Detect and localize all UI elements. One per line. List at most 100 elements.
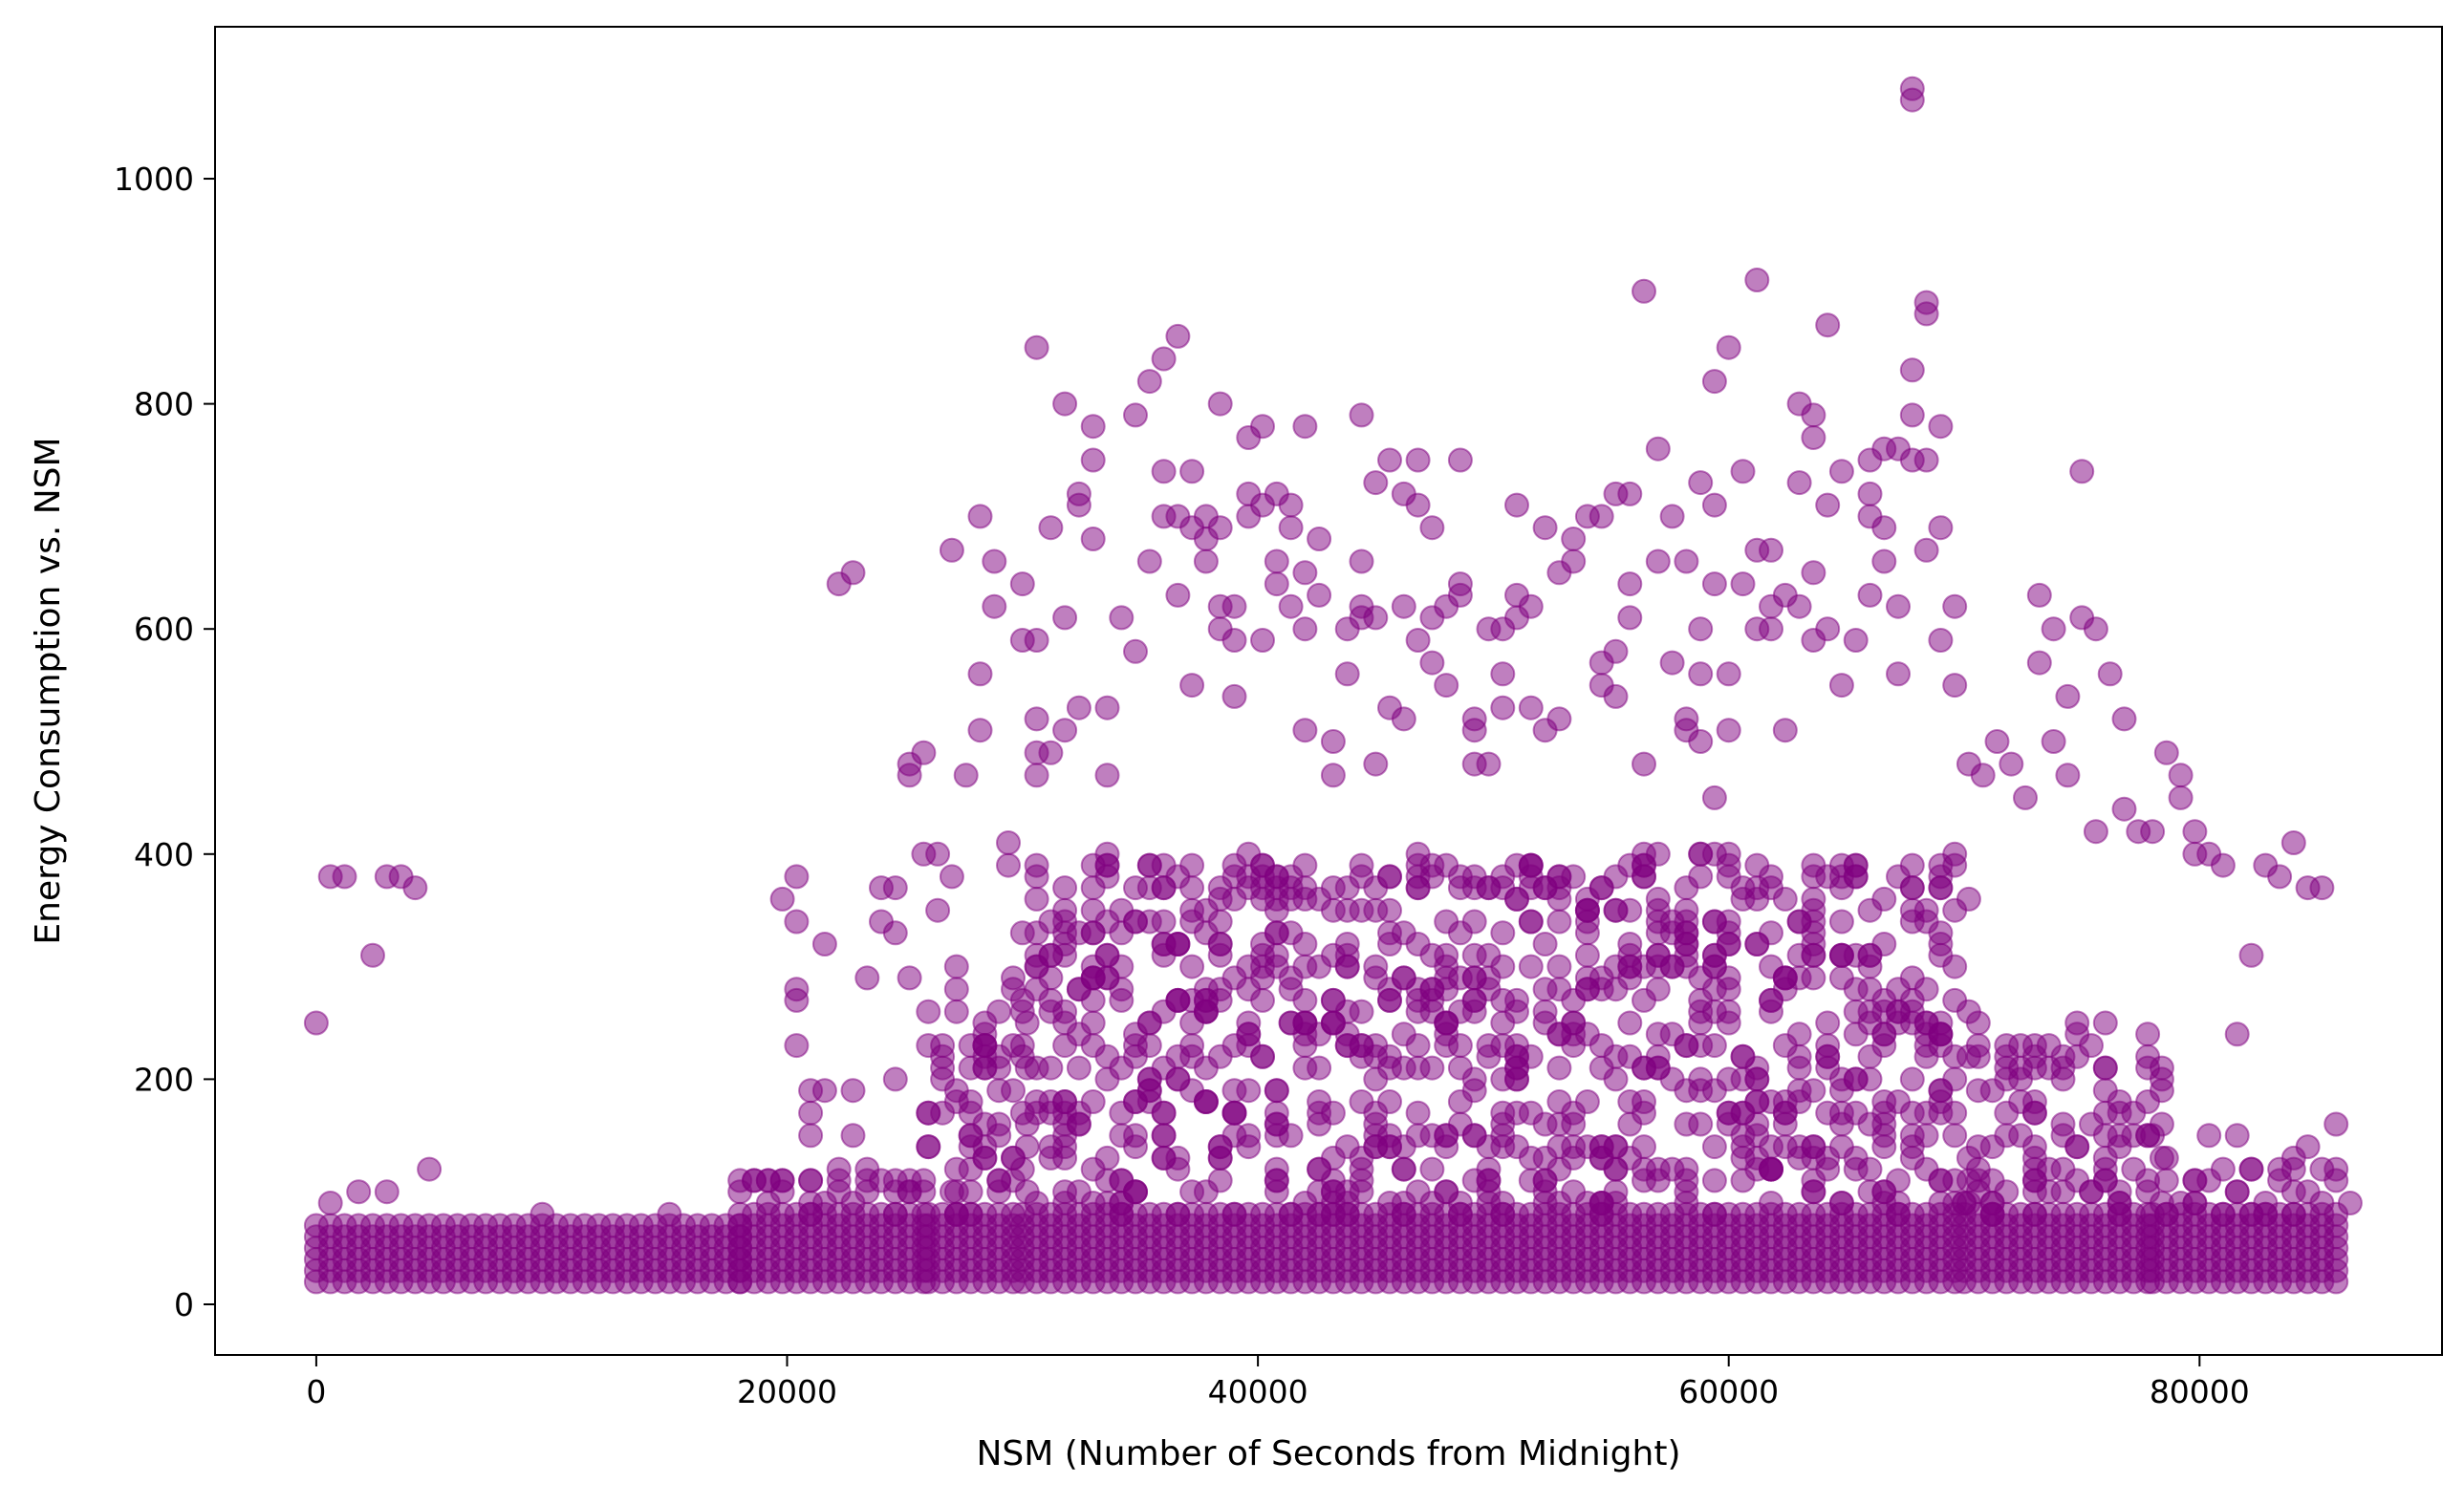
data-point	[1504, 1033, 1529, 1059]
data-point	[1207, 515, 1233, 541]
y-axis-label: Energy Consumption vs. NSM	[29, 437, 68, 944]
data-point	[1136, 369, 1162, 395]
data-point	[1461, 1078, 1487, 1104]
x-tick-label: 20000	[737, 1373, 837, 1410]
data-point	[1518, 1145, 1544, 1171]
data-point	[1109, 954, 1135, 979]
data-point	[1476, 1179, 1502, 1205]
data-point	[2050, 1111, 2076, 1137]
data-point	[1207, 1168, 1233, 1193]
data-point	[784, 987, 810, 1013]
data-point	[1532, 515, 1558, 541]
data-point	[1490, 695, 1516, 720]
data-point	[1701, 1033, 1727, 1059]
data-point	[1815, 616, 1841, 642]
data-point	[1038, 740, 1064, 765]
data-point	[798, 1123, 824, 1149]
data-point	[1645, 436, 1671, 462]
data-point	[1716, 909, 1741, 935]
data-point	[1405, 628, 1431, 653]
data-point	[530, 1201, 555, 1227]
data-point	[1688, 661, 1714, 687]
data-point	[1278, 492, 1304, 518]
data-point	[2064, 1134, 2090, 1160]
data-point	[1080, 1010, 1106, 1036]
data-point	[1363, 751, 1389, 777]
data-point	[1405, 1100, 1431, 1126]
data-point	[1221, 628, 1247, 653]
data-point	[1828, 909, 1854, 935]
data-point	[1292, 852, 1318, 878]
data-point	[882, 920, 908, 946]
data-point	[1801, 942, 1826, 968]
data-point	[840, 560, 866, 586]
data-point	[1965, 1010, 1991, 1036]
data-point	[1066, 1055, 1092, 1081]
data-point	[1561, 864, 1587, 890]
data-point	[1871, 548, 1897, 574]
data-point	[1109, 605, 1135, 631]
data-point	[1504, 492, 1529, 518]
data-point	[943, 999, 969, 1024]
data-point	[972, 1145, 998, 1171]
data-point	[1024, 1055, 1049, 1081]
data-point	[1603, 1066, 1629, 1092]
data-point	[1405, 447, 1431, 473]
data-point	[2140, 1123, 2166, 1149]
data-point	[1447, 447, 1473, 473]
data-point	[1632, 278, 1656, 304]
data-point	[657, 1201, 682, 1227]
data-point	[1038, 515, 1064, 541]
data-point	[1419, 515, 1445, 541]
data-point	[1490, 661, 1516, 687]
data-point	[1744, 1066, 1770, 1092]
data-point	[1716, 1010, 1741, 1036]
data-point	[1490, 954, 1516, 979]
y-tick-label: 600	[134, 611, 194, 648]
x-tick-label: 60000	[1678, 1373, 1779, 1410]
data-point	[784, 1033, 810, 1059]
data-point	[1307, 1055, 1332, 1081]
data-point	[1391, 1156, 1416, 1182]
data-point	[1264, 571, 1289, 597]
data-point	[1801, 1078, 1826, 1104]
data-point	[1292, 718, 1318, 743]
data-point	[1080, 414, 1106, 440]
data-point	[2153, 1145, 2179, 1171]
data-point	[417, 1156, 443, 1182]
data-point	[1730, 459, 1756, 484]
data-point	[784, 864, 810, 890]
data-point	[1786, 1043, 1812, 1069]
data-point	[1786, 470, 1812, 496]
data-point	[1024, 706, 1049, 732]
data-point	[1928, 932, 1954, 957]
data-point	[1899, 87, 1925, 113]
data-point	[1292, 987, 1318, 1013]
plot-frame	[214, 26, 2443, 1356]
data-point	[1476, 751, 1502, 777]
data-point	[1899, 402, 1925, 428]
data-point	[1645, 548, 1671, 574]
data-point	[2050, 1066, 2076, 1092]
data-point	[1857, 582, 1883, 608]
data-point	[1518, 909, 1544, 935]
data-point	[1221, 593, 1247, 619]
data-point	[784, 909, 810, 935]
data-point	[1759, 864, 1783, 890]
data-point	[1913, 301, 1939, 327]
data-point	[1250, 1043, 1275, 1069]
data-point	[1024, 763, 1049, 788]
data-point	[1632, 751, 1656, 777]
data-point	[2337, 1191, 2363, 1215]
data-point	[1207, 391, 1233, 417]
data-point	[1942, 673, 1968, 699]
data-point	[1574, 920, 1600, 946]
data-point	[1786, 593, 1812, 619]
data-point	[1052, 718, 1078, 743]
data-point	[1688, 729, 1714, 754]
data-point	[1843, 864, 1869, 890]
data-point	[1603, 683, 1629, 709]
data-point	[1024, 334, 1049, 360]
data-point	[1772, 965, 1798, 991]
data-point	[1518, 954, 1544, 979]
